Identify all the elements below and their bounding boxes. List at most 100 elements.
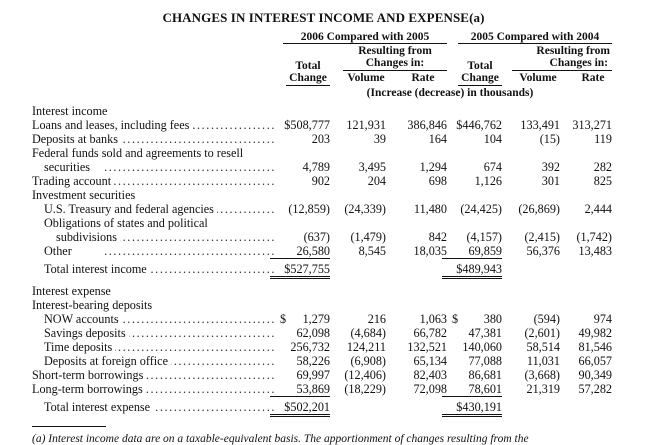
table-row: Interest-bearing deposits xyxy=(0,298,647,312)
rate-header-2005: Rate xyxy=(581,72,605,84)
resulting-rule-2005 xyxy=(512,70,612,71)
table-row: Obligations of states and political xyxy=(0,216,647,230)
cell-value: 18,035 xyxy=(413,244,447,258)
cell-value: (26,869) xyxy=(518,202,560,216)
cell-value: 90,349 xyxy=(578,368,612,382)
resulting-header-2005-line2: Changes in: xyxy=(549,57,608,69)
cell-value: (18,229) xyxy=(344,382,386,396)
row-label: Interest income xyxy=(32,104,111,118)
table-row: Savings deposits........................… xyxy=(0,326,647,340)
group-header-2005: 2005 Compared with 2004 xyxy=(470,31,600,43)
cell-value: (3,668) xyxy=(524,368,560,382)
table-row: Interest expense xyxy=(0,284,647,298)
cell-value: (2,601) xyxy=(524,326,560,340)
cell-value: 58,226 xyxy=(296,354,330,368)
group-rule-2005 xyxy=(458,43,612,44)
row-label: Obligations of states and political xyxy=(44,216,211,230)
table-row: Short-term borrowings...................… xyxy=(0,368,647,382)
cell-value: 62,098 xyxy=(296,326,330,340)
cell-value: 82,403 xyxy=(413,368,447,382)
cell-value: (2,415) xyxy=(524,230,560,244)
row-label: Deposits at banks xyxy=(32,132,121,146)
row-label: NOW accounts xyxy=(44,312,122,326)
cell-value: $527,755 xyxy=(270,262,330,279)
footnote: (a) Interest income data are on a taxabl… xyxy=(32,433,529,445)
total-header-2005-line1: Total xyxy=(467,60,493,72)
cell-value: 216 xyxy=(367,312,386,326)
row-label: Interest expense xyxy=(32,284,114,298)
leader-dots: ..................................... xyxy=(104,382,276,396)
group-header-2006: 2006 Compared with 2005 xyxy=(300,31,430,43)
cell-value: (1,742) xyxy=(576,230,612,244)
row-label: Total interest income xyxy=(44,262,150,276)
group-rule-2006 xyxy=(283,43,447,44)
total-rule-2006 xyxy=(286,85,330,86)
row-label: subdivisions xyxy=(56,230,120,244)
table-row: Total interest income...................… xyxy=(0,262,647,279)
row-label: Federal funds sold and agreements to res… xyxy=(32,146,247,160)
cell-value: $508,777 xyxy=(284,118,330,132)
cell-value: 1,063 xyxy=(419,312,447,326)
total-header-2006-line2: Change xyxy=(289,72,327,84)
table-row: Trading account.........................… xyxy=(0,174,647,188)
table-row: subdivisions............................… xyxy=(0,230,647,244)
cell-value: 133,491 xyxy=(520,118,560,132)
leader-dots: ..................................... xyxy=(104,340,276,354)
cell-value: (24,425) xyxy=(460,202,502,216)
cell-value: 121,931 xyxy=(346,118,386,132)
row-label: Savings deposits xyxy=(44,326,129,340)
row-label: Investment securities xyxy=(32,188,139,202)
volume-header-2006: Volume xyxy=(347,72,385,84)
table-row: U.S. Treasury and federal agencies......… xyxy=(0,202,647,216)
cell-value: $502,201 xyxy=(270,400,330,417)
cell-value: 282 xyxy=(593,160,612,174)
cell-value: 26,580 xyxy=(270,244,330,259)
row-label: Long-term borrowings xyxy=(32,382,146,396)
table-row: securities..............................… xyxy=(0,160,647,174)
volume-header-2005: Volume xyxy=(519,72,557,84)
cell-value: 66,782 xyxy=(413,326,447,340)
total-header-2005-line2: Change xyxy=(461,72,499,84)
row-label: Loans and leases, including fees xyxy=(32,118,193,132)
cell-value: 39 xyxy=(373,132,386,146)
cell-value: $ 1,279 xyxy=(280,312,330,326)
footnote-rule xyxy=(32,426,106,427)
cell-value: 674 xyxy=(483,160,502,174)
cell-value: (12,406) xyxy=(344,368,386,382)
cell-value: 104 xyxy=(483,132,502,146)
cell-value: 132,521 xyxy=(407,340,447,354)
cell-value: (4,684) xyxy=(350,326,386,340)
row-label: U.S. Treasury and federal agencies xyxy=(44,202,217,216)
table-row: NOW accounts............................… xyxy=(0,312,647,326)
cell-value: 124,211 xyxy=(346,340,386,354)
cell-value: 313,271 xyxy=(572,118,612,132)
cell-value: 4,789 xyxy=(302,160,330,174)
cell-value: 65,134 xyxy=(413,354,447,368)
cell-value: 2,444 xyxy=(584,202,612,216)
row-label: Short-term borrowings xyxy=(32,368,147,382)
cell-value: (594) xyxy=(533,312,560,326)
cell-value: 78,601 xyxy=(442,382,502,397)
table-row: Long-term borrowings....................… xyxy=(0,382,647,397)
cell-value: 1,294 xyxy=(419,160,447,174)
leader-dots: ..................................... xyxy=(104,174,276,188)
cell-value: (15) xyxy=(539,132,560,146)
cell-value: 698 xyxy=(428,174,447,188)
cell-value: 119 xyxy=(594,132,612,146)
table-row: Loans and leases, including fees........… xyxy=(0,118,647,132)
cell-value: 140,060 xyxy=(462,340,502,354)
cell-value: 58,514 xyxy=(526,340,560,354)
table-row: Total interest expense..................… xyxy=(0,400,647,417)
cell-value: 69,997 xyxy=(296,368,330,382)
cell-value: 57,282 xyxy=(578,382,612,396)
cell-value: 256,732 xyxy=(290,340,330,354)
cell-value: 56,376 xyxy=(526,244,560,258)
leader-dots: ..................................... xyxy=(104,312,276,326)
leader-dots: ..................................... xyxy=(104,326,276,340)
row-label: Deposits at foreign office xyxy=(44,354,171,368)
cell-value: 301 xyxy=(541,174,560,188)
table-row: Other...................................… xyxy=(0,244,647,259)
cell-value: 69,859 xyxy=(442,244,502,259)
resulting-rule-2006 xyxy=(343,70,447,71)
units-note: (Increase (decrease) in thousands) xyxy=(366,87,534,99)
